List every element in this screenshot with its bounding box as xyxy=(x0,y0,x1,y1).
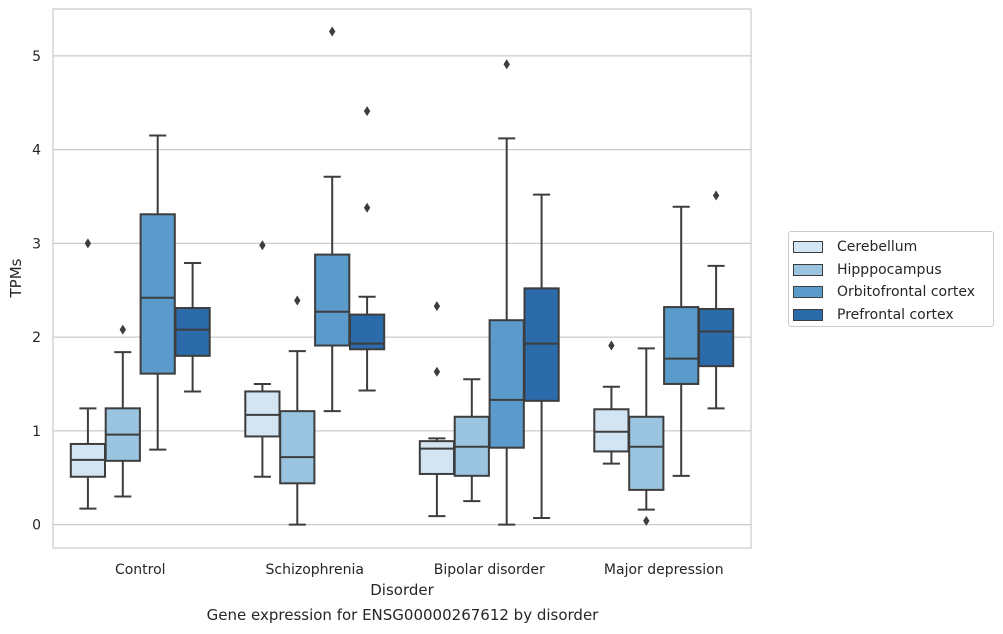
legend-item: Cerebellum xyxy=(793,236,993,259)
box-prefrontal-cortex xyxy=(348,106,386,392)
box-orbitofrontal-cortex xyxy=(488,59,525,526)
box-cerebellum xyxy=(69,238,107,510)
box-cerebellum xyxy=(418,301,456,518)
legend-swatch xyxy=(793,308,823,321)
outlier-point xyxy=(329,26,336,37)
legend-label: Hipppocampus xyxy=(837,261,942,278)
box-cerebellum xyxy=(593,340,630,465)
outlier-point xyxy=(259,240,266,251)
y-tick-label: 2 xyxy=(32,330,41,346)
outlier-point xyxy=(712,190,720,201)
box-orbitofrontal-cortex xyxy=(663,205,700,477)
legend: Cerebellum Hipppocampus Orbitofrontal cort… xyxy=(788,231,994,327)
outlier-point xyxy=(608,340,615,351)
box-iqr xyxy=(593,408,630,453)
y-tick-label: 0 xyxy=(32,518,41,534)
legend-swatch xyxy=(793,241,823,254)
box-hipppocampus xyxy=(104,324,141,498)
legend-item: Hipppocampus xyxy=(793,259,993,282)
y-tick-label: 5 xyxy=(32,49,41,65)
box-iqr xyxy=(174,307,211,357)
box-prefrontal-cortex xyxy=(523,193,560,520)
y-tick-label: 3 xyxy=(32,236,41,252)
outlier-point xyxy=(294,295,301,306)
outlier-point xyxy=(643,515,650,526)
legend-label: Orbitofrontal cortex xyxy=(837,284,975,301)
chart-caption: Gene expression for ENSG00000267612 by d… xyxy=(206,606,599,624)
box-cerebellum xyxy=(244,240,281,478)
outlier-point xyxy=(119,324,126,335)
legend-item: Prefrontal cortex xyxy=(793,304,993,327)
box-iqr xyxy=(663,306,700,385)
outlier-point xyxy=(433,366,441,377)
x-axis-label: Disorder xyxy=(370,581,434,599)
x-tick-label: Major depression xyxy=(604,562,724,578)
legend-label: Cerebellum xyxy=(837,239,918,256)
box-orbitofrontal-cortex xyxy=(314,26,351,413)
outlier-point xyxy=(503,59,510,70)
box-hipppocampus xyxy=(628,347,665,526)
box-iqr xyxy=(139,213,176,375)
outlier-point xyxy=(84,238,92,249)
boxes xyxy=(69,26,735,526)
box-hipppocampus xyxy=(453,378,490,503)
legend-label: Prefrontal cortex xyxy=(837,306,954,323)
box-orbitofrontal-cortex xyxy=(139,134,176,451)
outlier-point xyxy=(363,106,371,117)
legend-item: Orbitofrontal cortex xyxy=(793,281,993,304)
plot-frame xyxy=(52,8,752,549)
outlier-point xyxy=(433,301,441,312)
x-tick-labels: Control Schizophrenia Bipolar disorder Majo… xyxy=(115,562,724,578)
legend-swatch xyxy=(793,263,823,276)
outlier-point xyxy=(363,202,371,213)
box-prefrontal-cortex xyxy=(174,262,211,393)
y-tick-labels: 0 1 2 3 4 5 xyxy=(32,49,41,534)
legend-swatch xyxy=(793,286,823,299)
y-axis-label: TPMs xyxy=(7,258,25,298)
x-tick-label: Schizophrenia xyxy=(266,562,364,578)
box-iqr xyxy=(697,307,735,368)
y-tick-label: 4 xyxy=(32,143,41,159)
y-tick-label: 1 xyxy=(32,424,41,440)
box-hipppocampus xyxy=(279,295,316,526)
x-tick-label: Bipolar disorder xyxy=(434,562,545,578)
box-iqr xyxy=(488,319,525,449)
box-iqr xyxy=(314,253,351,347)
box-iqr xyxy=(279,410,316,485)
x-tick-label: Control xyxy=(115,562,166,578)
box-iqr xyxy=(628,415,665,491)
box-iqr xyxy=(418,440,456,475)
box-prefrontal-cortex xyxy=(697,190,735,410)
